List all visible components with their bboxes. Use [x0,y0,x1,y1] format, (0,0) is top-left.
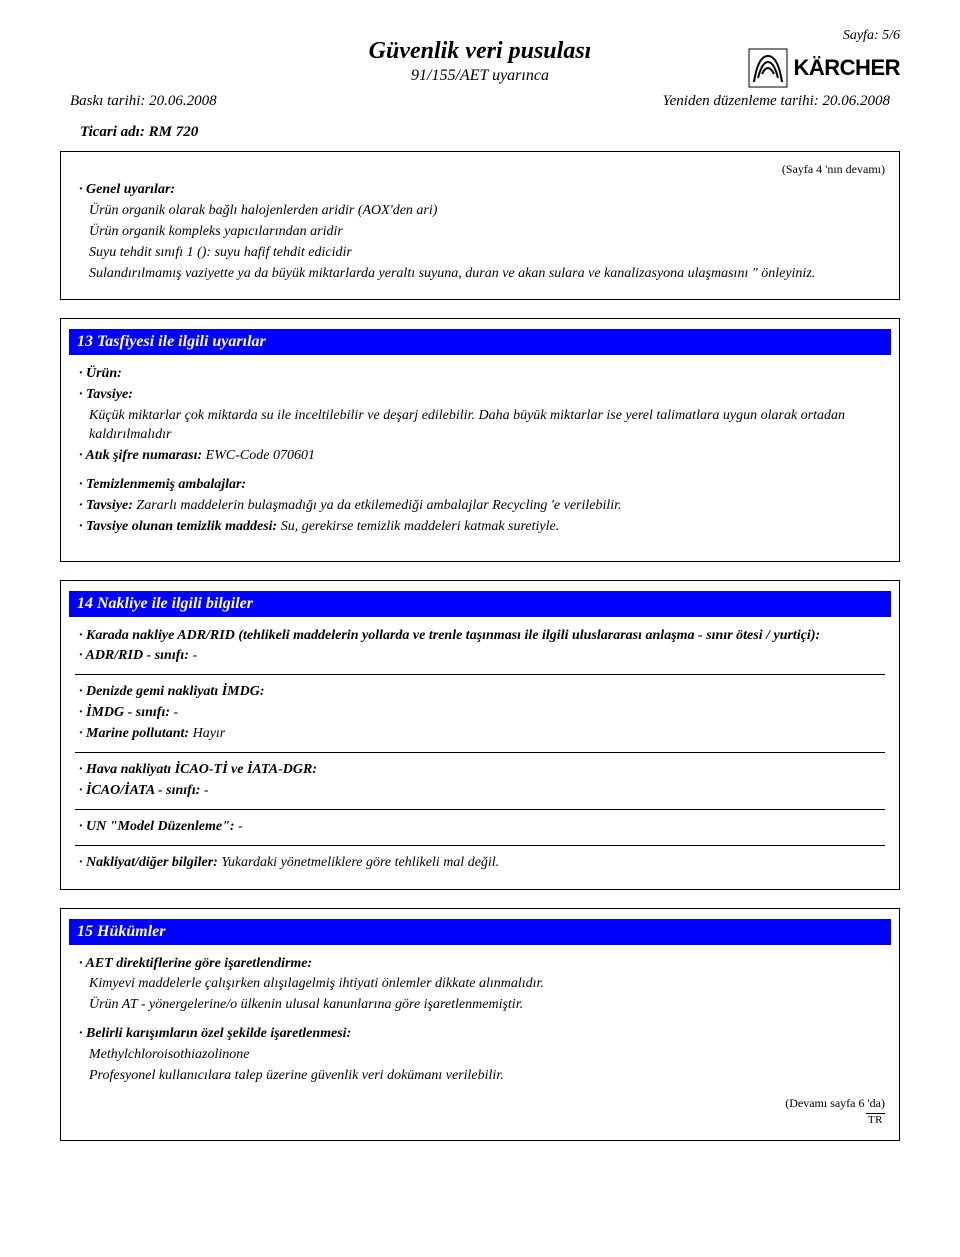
s12-line4: Sulandırılmamış vaziyette ya da büyük mi… [75,265,885,284]
s14-icao-label: · İCAO/İATA - sınıfı: [79,783,200,798]
section-15-box: 15 Hükümler · AET direktiflerine göre iş… [60,908,900,1141]
s15-mix-label: · Belirli karışımların özel şekilde işar… [79,1026,351,1041]
trade-name: Ticari adı: RM 720 [80,124,900,141]
general-warnings-label: · Genel uyarılar: [79,182,175,197]
s13-cleaning-agent-label: · Tavsiye olunan temizlik maddesi: [79,519,277,534]
s13-waste-code-label: · Atık şifre numarası: [79,448,202,463]
divider [75,674,885,675]
s12-line1: Ürün organik olarak bağlı halojenlerden … [75,202,885,221]
section-13-box: 13 Tasfiyesi ile ilgili uyarılar · Ürün:… [60,318,900,561]
section-14-header: 14 Nakliye ile ilgili bilgiler [69,591,891,617]
s13-advice-text: Küçük miktarlar çok miktarda su ile ince… [75,407,885,445]
brand-logo: KÄRCHER [748,48,901,88]
s15-aet-line1: Kimyevi maddelerle çalışırken alışılagel… [75,975,885,994]
s14-other-label: · Nakliyat/diğer bilgiler: [79,855,218,870]
s14-marine-value: Hayır [189,726,225,741]
s14-adr-class-label: · ADR/RID - sınıfı: [79,648,189,663]
locale-tag: TR [866,1113,885,1126]
s14-other-value: Yukardaki yönetmeliklere göre tehlikeli … [218,855,499,870]
divider [75,809,885,810]
s12-line3: Suyu tehdit sınıfı 1 (): suyu hafif tehd… [75,244,885,263]
print-date: Baskı tarihi: 20.06.2008 [70,93,217,110]
s13-uncleaned-label: · Temizlenmemiş ambalajlar: [79,477,246,492]
s14-imdg-class-value: - [170,705,178,720]
s15-mix-line1: Methylchloroisothiazolinone [75,1046,885,1065]
section-12-box: (Sayfa 4 'nın devamı) · Genel uyarılar: … [60,151,900,300]
s14-marine-label: · Marine pollutant: [79,726,189,741]
s13-cleaning-agent-text: Su, gerekirse temizlik maddeleri katmak … [277,519,559,534]
s13-advice-label: · Tavsiye: [79,387,133,402]
revision-date: Yeniden düzenleme tarihi: 20.06.2008 [663,93,890,110]
s14-adr-label: · Karada nakliye ADR/RID (tehlikeli madd… [79,628,820,643]
s13-waste-code-value: EWC-Code 070601 [202,448,315,463]
s14-un-value: - [235,819,243,834]
brand-logo-text: KÄRCHER [794,55,901,81]
section-15-header: 15 Hükümler [69,919,891,945]
s14-un-label: · UN "Model Düzenleme": [79,819,235,834]
continued-on-note: (Devamı sayfa 6 'da) [75,1096,885,1111]
s14-air-label: · Hava nakliyatı İCAO-Tİ ve İATA-DGR: [79,762,317,777]
s15-aet-label: · AET direktiflerine göre işaretlendirme… [79,956,312,971]
karcher-logo-icon [748,48,788,88]
date-row: Baskı tarihi: 20.06.2008 Yeniden düzenle… [60,93,900,110]
s12-line2: Ürün organik kompleks yapıcılarından ari… [75,223,885,242]
s14-icao-value: - [200,783,208,798]
s15-aet-line2: Ürün AT - yönergelerine/o ülkenin ulusal… [75,996,885,1015]
page-number: Sayfa: 5/6 [843,28,900,44]
divider [75,845,885,846]
s14-imdg-class-label: · İMDG - sınıfı: [79,705,170,720]
s13-product-label: · Ürün: [79,366,122,381]
page-header: Sayfa: 5/6 Güvenlik veri pusulası 91/155… [60,38,900,85]
s14-imdg-label: · Denizde gemi nakliyatı İMDG: [79,684,265,699]
s14-adr-class-value: - [189,648,197,663]
s13-uncleaned-advice-text: Zararlı maddelerin bulaşmadığı ya da etk… [133,498,622,513]
s13-uncleaned-advice-label: · Tavsiye: [79,498,133,513]
continued-from-note: (Sayfa 4 'nın devamı) [75,162,885,177]
s15-mix-line2: Profesyonel kullanıcılara talep üzerine … [75,1067,885,1086]
section-14-box: 14 Nakliye ile ilgili bilgiler · Karada … [60,580,900,890]
divider [75,752,885,753]
section-13-header: 13 Tasfiyesi ile ilgili uyarılar [69,329,891,355]
